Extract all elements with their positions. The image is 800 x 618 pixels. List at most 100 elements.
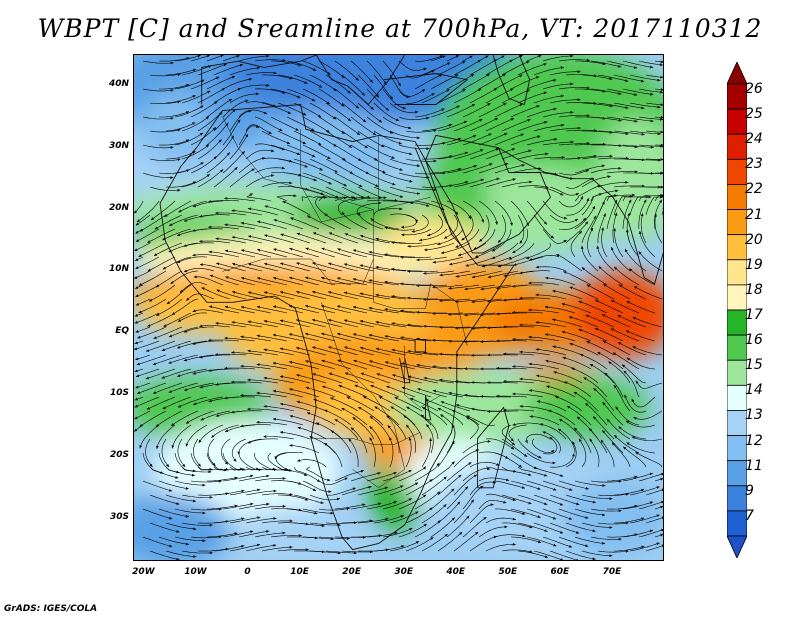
streamline-arrow <box>255 92 259 96</box>
streamline <box>231 236 263 244</box>
streamline <box>430 488 455 510</box>
streamline <box>528 336 560 342</box>
streamline <box>197 548 229 552</box>
streamline-arrow <box>558 428 562 432</box>
streamline-arrow <box>423 494 427 498</box>
streamline-arrow <box>535 293 539 297</box>
coastline <box>383 73 469 105</box>
streamline-arrow <box>305 247 309 251</box>
streamline-arrow <box>660 90 663 94</box>
streamline <box>638 529 663 538</box>
streamline <box>633 410 663 420</box>
streamline-arrow <box>609 104 613 108</box>
streamline-arrow <box>497 239 501 243</box>
streamline <box>542 228 567 244</box>
streamline <box>575 60 606 65</box>
streamline-arrow <box>650 119 654 123</box>
streamline-arrow <box>614 194 618 197</box>
streamline <box>574 165 605 174</box>
streamline-arrow <box>240 221 244 225</box>
streamline-arrow <box>650 65 654 69</box>
streamline <box>193 396 224 405</box>
streamline-arrow <box>624 394 627 398</box>
streamline <box>352 249 384 258</box>
streamline-arrow <box>355 77 359 81</box>
streamline <box>571 367 599 384</box>
streamline <box>286 116 315 132</box>
streamline-arrow <box>250 474 254 478</box>
streamline <box>134 396 160 408</box>
streamline <box>334 503 366 510</box>
streamline <box>430 168 462 174</box>
streamline <box>309 494 341 501</box>
streamline-arrow <box>154 226 158 230</box>
field-blob <box>134 493 233 560</box>
streamline-arrow <box>525 440 528 444</box>
streamline <box>382 88 406 109</box>
streamline <box>405 437 412 468</box>
streamline <box>350 60 374 83</box>
streamline <box>407 375 439 384</box>
streamline-arrow <box>256 363 260 366</box>
map-panel <box>133 54 664 561</box>
streamline-arrow <box>415 110 419 114</box>
streamline <box>297 459 327 468</box>
streamline <box>542 480 573 491</box>
streamline-arrow <box>279 128 283 131</box>
streamline-arrow <box>390 96 393 100</box>
streamline-arrow <box>202 511 206 515</box>
streamline-arrow <box>416 258 420 262</box>
streamline <box>190 156 217 174</box>
streamline <box>197 139 222 160</box>
streamline-arrow <box>456 105 460 109</box>
streamline-arrow <box>409 152 413 156</box>
streamline <box>622 472 653 482</box>
streamline-arrow <box>328 291 332 294</box>
streamline <box>430 517 456 538</box>
streamline-arrow <box>241 151 245 155</box>
streamline <box>485 148 516 160</box>
streamline-arrow <box>471 300 475 304</box>
streamline <box>309 186 339 199</box>
streamline <box>568 316 599 328</box>
streamline <box>312 232 343 244</box>
streamline-arrow <box>304 81 308 84</box>
streamline-arrow <box>479 238 483 242</box>
streamline <box>165 181 197 188</box>
streamline <box>207 477 238 482</box>
streamline <box>138 242 167 258</box>
streamline <box>229 133 249 160</box>
streamline-arrow <box>368 279 372 282</box>
streamline <box>400 336 432 342</box>
streamline <box>421 437 432 468</box>
streamline <box>517 438 542 459</box>
streamline <box>309 522 341 526</box>
streamline <box>341 211 368 230</box>
streamline-arrow <box>641 79 645 83</box>
streamline <box>590 60 622 68</box>
streamline-arrow <box>556 254 560 257</box>
streamline-arrow <box>215 321 219 325</box>
streamline-arrow <box>237 119 241 123</box>
streamline <box>626 229 640 258</box>
streamline-arrow <box>348 438 352 442</box>
coastline <box>591 178 663 285</box>
streamline-arrow <box>232 262 236 266</box>
streamline-arrow <box>609 497 613 501</box>
streamline-arrow <box>381 144 385 147</box>
streamline-arrow <box>245 134 248 138</box>
streamline <box>370 385 400 398</box>
streamline <box>193 276 224 286</box>
streamline <box>352 417 375 440</box>
streamline <box>446 462 472 482</box>
streamline <box>184 382 215 391</box>
streamline <box>491 228 512 252</box>
streamline-arrow <box>493 88 498 91</box>
streamline <box>535 294 567 300</box>
streamline <box>139 214 167 232</box>
streamline-arrow <box>511 442 515 446</box>
streamline <box>231 410 263 413</box>
streamline <box>270 88 301 99</box>
streamline <box>613 185 645 188</box>
streamline-arrow <box>282 477 286 480</box>
